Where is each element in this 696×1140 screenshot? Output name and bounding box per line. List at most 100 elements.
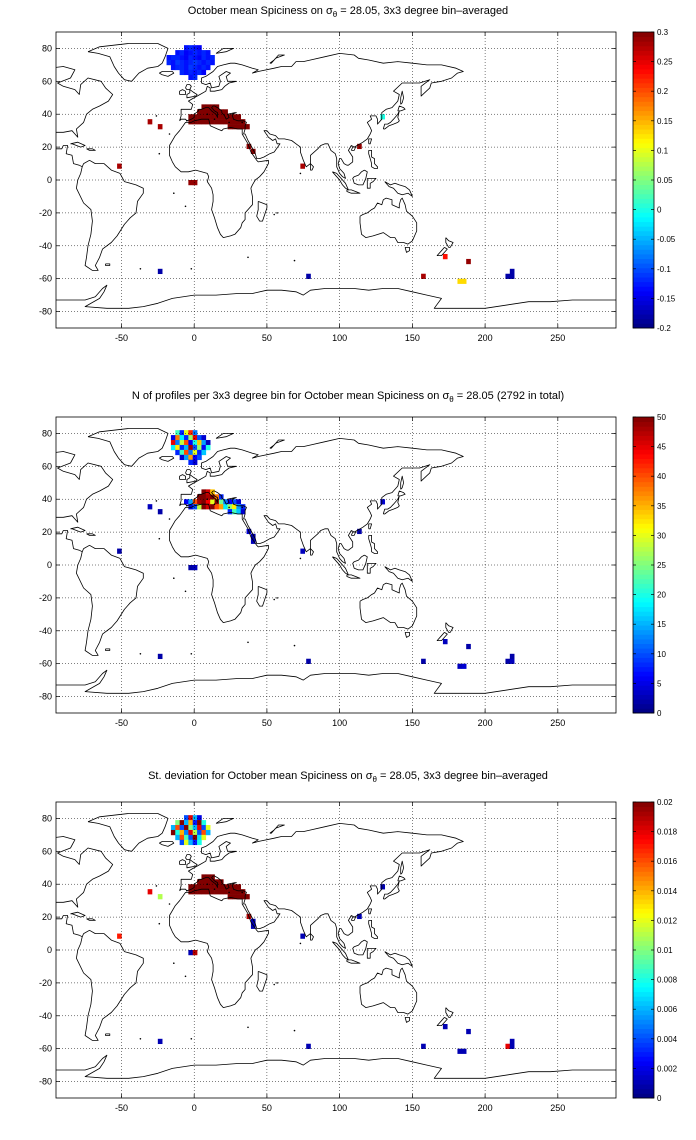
data-cell <box>461 278 467 284</box>
data-cell <box>197 499 202 505</box>
y-tick-label: -60 <box>39 274 52 284</box>
data-cell <box>205 444 211 451</box>
data-cell <box>240 509 246 515</box>
data-cell <box>201 444 207 451</box>
coastline <box>169 118 269 238</box>
coastline <box>400 475 404 490</box>
data-cell <box>205 889 211 895</box>
data-cell <box>223 884 228 890</box>
colorbar-tick-label: 0.3 <box>657 28 669 37</box>
data-cell <box>227 119 233 125</box>
data-cell <box>192 889 198 895</box>
coastline <box>159 71 175 77</box>
data-cell <box>201 825 207 831</box>
coastline <box>350 531 356 536</box>
data-cell <box>201 59 207 66</box>
data-cell <box>157 124 163 130</box>
island-dot <box>293 644 296 647</box>
data-cell <box>205 494 211 500</box>
colorbar-tick-label: 0 <box>657 1094 662 1103</box>
y-tick-label: 40 <box>42 109 52 119</box>
data-cell <box>192 449 198 456</box>
coastline <box>310 548 314 556</box>
island-dot <box>155 885 158 887</box>
data-cell <box>192 59 198 66</box>
data-cell <box>227 499 233 505</box>
data-cell <box>236 499 242 505</box>
data-cell <box>240 889 246 895</box>
data-cell <box>461 1048 467 1054</box>
island-dot <box>273 598 276 601</box>
data-cell <box>250 538 256 544</box>
coastline <box>105 263 111 266</box>
coastline <box>436 247 448 256</box>
island-dot <box>276 597 278 599</box>
island-dot <box>276 982 278 984</box>
island-dot <box>158 922 161 925</box>
coastline <box>179 859 186 865</box>
data-cell <box>197 449 202 456</box>
y-tick-label: -40 <box>39 1011 52 1021</box>
coastlines <box>56 428 616 694</box>
data-cell <box>197 69 202 76</box>
data-cell <box>192 45 198 51</box>
data-cell <box>223 119 228 125</box>
x-tick-label: 100 <box>332 1103 347 1113</box>
island-dot <box>190 268 193 270</box>
data-cell <box>188 114 194 120</box>
y-tick-label: 20 <box>42 142 52 152</box>
data-cell <box>170 825 176 831</box>
colorbar-tick-label: 0.002 <box>657 1064 678 1073</box>
coastline <box>436 1017 448 1026</box>
data-cell <box>509 1038 515 1045</box>
data-cell <box>214 889 220 895</box>
coastline <box>366 563 377 574</box>
data-cell <box>192 815 198 821</box>
data-cell <box>188 504 194 510</box>
data-cell <box>188 815 194 821</box>
island-dot <box>206 498 209 501</box>
colorbar-tick-label: 0.01 <box>657 946 673 955</box>
x-tick-label: 0 <box>192 718 197 728</box>
data-cell <box>300 163 306 169</box>
data-cell <box>170 59 176 66</box>
data-cell <box>210 59 215 66</box>
data-cell <box>201 834 207 841</box>
y-tick-label: 0 <box>47 175 52 185</box>
data-cell <box>201 820 207 826</box>
data-cell <box>201 104 207 110</box>
panel-title: N of profiles per 3x3 degree bin for Oct… <box>132 390 564 404</box>
data-cell <box>306 273 311 279</box>
data-cell <box>232 884 237 890</box>
island-dot <box>206 883 209 885</box>
coastline <box>56 669 616 694</box>
data-cell <box>188 950 194 956</box>
coastline <box>368 150 378 169</box>
data-cell <box>188 430 194 436</box>
colorbar-tick-label: 0 <box>657 709 662 718</box>
coastline <box>56 451 144 656</box>
island-dot <box>186 890 188 892</box>
data-cell <box>227 124 233 130</box>
coastline <box>56 836 144 1041</box>
data-cell <box>175 50 180 56</box>
coastline <box>352 169 368 186</box>
data-cell <box>227 114 233 120</box>
data-cell <box>210 499 215 505</box>
island-dot <box>139 653 142 655</box>
y-tick-label: -20 <box>39 208 52 218</box>
data-cell <box>175 55 180 61</box>
colorbar-tick-label: 0.016 <box>657 857 678 866</box>
island-dot <box>213 503 216 506</box>
data-cell <box>232 894 237 900</box>
data-cell <box>192 440 198 446</box>
data-cell <box>188 59 194 66</box>
coastline <box>384 181 413 197</box>
data-cell <box>188 884 194 890</box>
y-tick-label: 40 <box>42 879 52 889</box>
data-cell <box>147 119 153 125</box>
data-cell <box>240 124 246 130</box>
colorbar-tick-label: -0.05 <box>657 235 676 244</box>
y-tick-label: -80 <box>39 692 52 702</box>
